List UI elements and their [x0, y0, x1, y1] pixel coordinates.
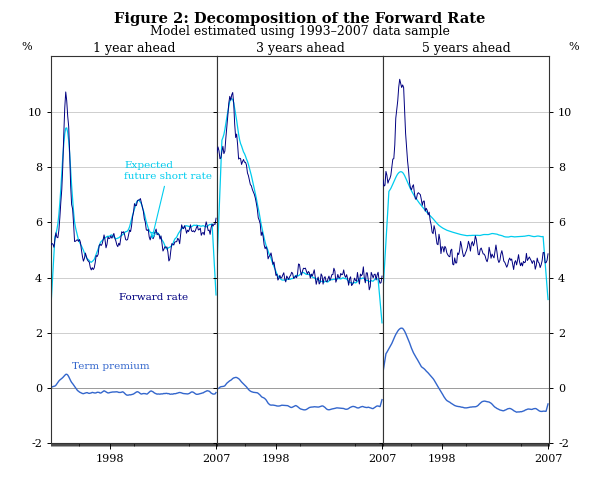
Text: Figure 2: Decomposition of the Forward Rate: Figure 2: Decomposition of the Forward R… — [115, 12, 485, 26]
Text: Model estimated using 1993–2007 data sample: Model estimated using 1993–2007 data sam… — [150, 25, 450, 39]
Title: 3 years ahead: 3 years ahead — [256, 42, 344, 55]
Text: Expected
future short rate: Expected future short rate — [124, 161, 212, 238]
Text: %: % — [21, 43, 32, 52]
Text: Term premium: Term premium — [72, 362, 150, 371]
Title: 5 years ahead: 5 years ahead — [422, 42, 511, 55]
Text: Forward rate: Forward rate — [119, 293, 188, 302]
Text: %: % — [568, 43, 579, 52]
Title: 1 year ahead: 1 year ahead — [93, 42, 175, 55]
